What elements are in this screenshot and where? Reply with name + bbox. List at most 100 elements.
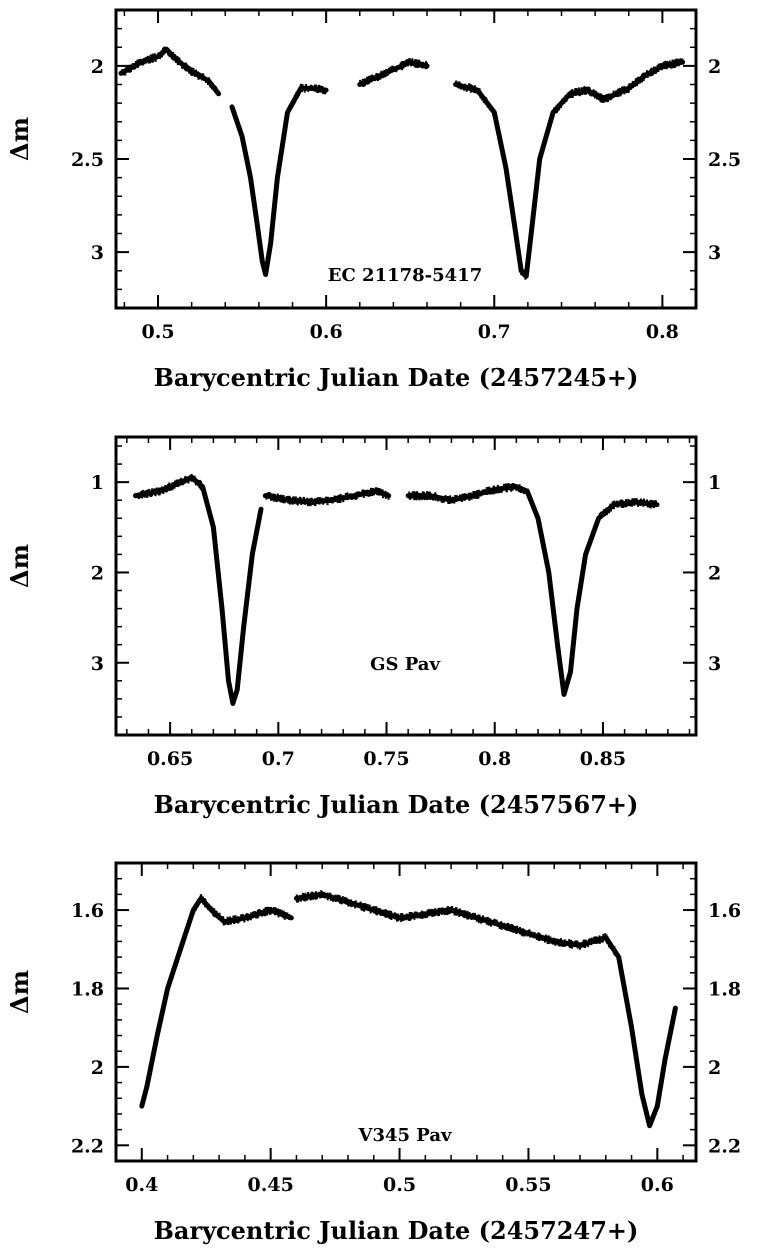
data-point	[606, 510, 609, 513]
data-point	[272, 495, 275, 498]
data-point	[626, 502, 629, 505]
data-point	[154, 491, 157, 494]
data-point	[475, 919, 478, 922]
data-point	[178, 57, 181, 60]
data-point	[322, 91, 325, 94]
data-point	[203, 77, 206, 80]
data-point	[251, 552, 254, 555]
data-point	[617, 90, 620, 93]
data-point	[375, 911, 378, 914]
data-point	[277, 915, 280, 918]
data-point	[541, 541, 544, 544]
data-point	[536, 178, 539, 181]
data-point	[465, 496, 468, 499]
data-point	[314, 895, 317, 898]
data-point	[164, 485, 167, 488]
data-point	[177, 483, 179, 486]
plot-frame	[114, 435, 698, 737]
data-point	[195, 902, 198, 905]
data-point	[480, 921, 482, 924]
data-series-1	[139, 894, 294, 1109]
data-point	[402, 61, 405, 63]
data-point	[633, 1045, 636, 1048]
data-point	[651, 500, 654, 503]
data-point	[596, 940, 599, 943]
data-point	[654, 1110, 656, 1113]
data-point	[356, 903, 358, 906]
data-point	[284, 125, 287, 128]
data-point	[307, 893, 310, 896]
data-point	[523, 930, 525, 933]
data-point	[640, 76, 642, 79]
data-point	[312, 503, 315, 505]
data-point	[499, 138, 502, 141]
data-point	[184, 481, 187, 484]
data-point	[269, 911, 272, 914]
data-point	[548, 577, 551, 580]
data-point	[578, 945, 581, 948]
data-point	[564, 689, 566, 692]
data-point	[345, 496, 348, 499]
data-point	[624, 503, 627, 505]
data-point	[272, 908, 275, 910]
data-point	[153, 488, 156, 491]
data-point	[561, 685, 564, 688]
data-point	[399, 917, 402, 920]
data-point	[342, 500, 345, 503]
data-point	[485, 101, 487, 104]
data-point	[221, 609, 224, 612]
data-point	[499, 489, 502, 492]
data-point	[629, 88, 632, 90]
data-point	[236, 917, 239, 920]
data-point	[448, 501, 451, 504]
data-point	[495, 487, 498, 490]
data-point	[253, 541, 256, 544]
data-point	[517, 249, 520, 252]
data-point	[539, 152, 542, 155]
data-point	[491, 920, 494, 923]
data-point	[206, 501, 209, 504]
data-point	[212, 524, 215, 527]
data-point	[582, 570, 585, 573]
data-point	[550, 594, 553, 596]
data-point	[644, 73, 647, 76]
data-point	[384, 496, 387, 499]
data-point	[287, 501, 290, 504]
data-point	[373, 490, 376, 493]
data-point	[339, 496, 342, 499]
data-point	[451, 905, 454, 908]
data-point	[512, 924, 515, 927]
data-point	[538, 528, 541, 531]
data-point	[517, 487, 520, 490]
data-point	[671, 59, 674, 62]
data-point	[510, 200, 513, 203]
data-point	[347, 494, 350, 497]
data-point	[535, 936, 538, 939]
data-point	[514, 487, 517, 490]
data-point	[387, 72, 390, 75]
data-point	[519, 928, 522, 931]
data-point	[338, 895, 341, 898]
data-point	[345, 494, 348, 497]
data-point	[317, 86, 320, 89]
data-point	[661, 63, 664, 66]
data-point	[377, 489, 380, 492]
data-point	[238, 668, 241, 671]
data-point	[194, 909, 197, 912]
data-point	[464, 83, 467, 86]
data-point	[394, 66, 397, 69]
data-point	[205, 504, 208, 507]
data-point	[244, 150, 247, 153]
data-point	[347, 498, 350, 500]
data-point	[657, 70, 660, 72]
data-point	[359, 901, 362, 904]
data-point	[240, 917, 243, 920]
data-point	[374, 906, 377, 909]
data-point	[218, 913, 221, 916]
data-point	[368, 904, 371, 907]
data-point	[154, 494, 157, 497]
data-point	[366, 80, 369, 83]
data-point	[550, 119, 553, 122]
data-point	[310, 86, 313, 89]
